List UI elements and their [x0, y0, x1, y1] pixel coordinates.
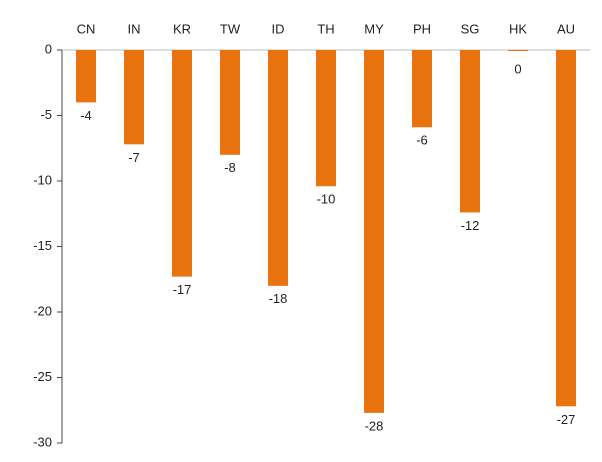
bar — [412, 50, 432, 128]
x-tick-label: SG — [461, 21, 480, 36]
x-tick-label: HK — [509, 21, 527, 36]
bar — [220, 50, 240, 155]
bar — [508, 50, 528, 51]
x-tick-label: PH — [413, 21, 431, 36]
bar — [316, 50, 336, 187]
x-tick-label: KR — [173, 21, 191, 36]
value-label: -12 — [461, 218, 480, 233]
value-label: -10 — [317, 192, 336, 207]
x-tick-label: MY — [364, 21, 384, 36]
value-label: -18 — [269, 291, 288, 306]
x-tick-label: ID — [272, 21, 285, 36]
bar — [172, 50, 192, 277]
y-tick-label: -10 — [33, 172, 52, 187]
value-label: -17 — [173, 282, 192, 297]
bar — [364, 50, 384, 413]
value-label: -27 — [557, 412, 576, 427]
y-tick-label: -20 — [33, 303, 52, 318]
value-label: -8 — [224, 160, 236, 175]
value-label: -28 — [365, 418, 384, 433]
bar — [460, 50, 480, 213]
y-tick-label: -25 — [33, 369, 52, 384]
x-tick-label: IN — [128, 21, 141, 36]
bar — [76, 50, 96, 103]
x-tick-label: CN — [77, 21, 96, 36]
y-tick-label: 0 — [45, 41, 52, 56]
x-tick-label: TW — [220, 21, 241, 36]
x-tick-label: TH — [317, 21, 334, 36]
y-tick-label: -30 — [33, 434, 52, 449]
x-tick-label: AU — [557, 21, 575, 36]
bar — [556, 50, 576, 407]
y-tick-label: -5 — [40, 107, 52, 122]
y-tick-label: -15 — [33, 238, 52, 253]
bar — [268, 50, 288, 286]
bar — [124, 50, 144, 145]
value-label: -4 — [80, 108, 92, 123]
value-label: -7 — [128, 150, 140, 165]
value-label: 0 — [514, 61, 521, 76]
value-label: -6 — [416, 133, 428, 148]
